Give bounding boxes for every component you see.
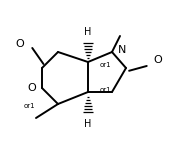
Text: O: O: [28, 83, 36, 93]
Text: N: N: [118, 45, 126, 55]
Text: or1: or1: [100, 62, 112, 68]
Text: H: H: [84, 119, 92, 129]
Text: O: O: [16, 39, 24, 49]
Text: or1: or1: [24, 103, 36, 109]
Text: or1: or1: [100, 87, 112, 93]
Text: H: H: [84, 27, 92, 37]
Text: O: O: [154, 55, 162, 65]
